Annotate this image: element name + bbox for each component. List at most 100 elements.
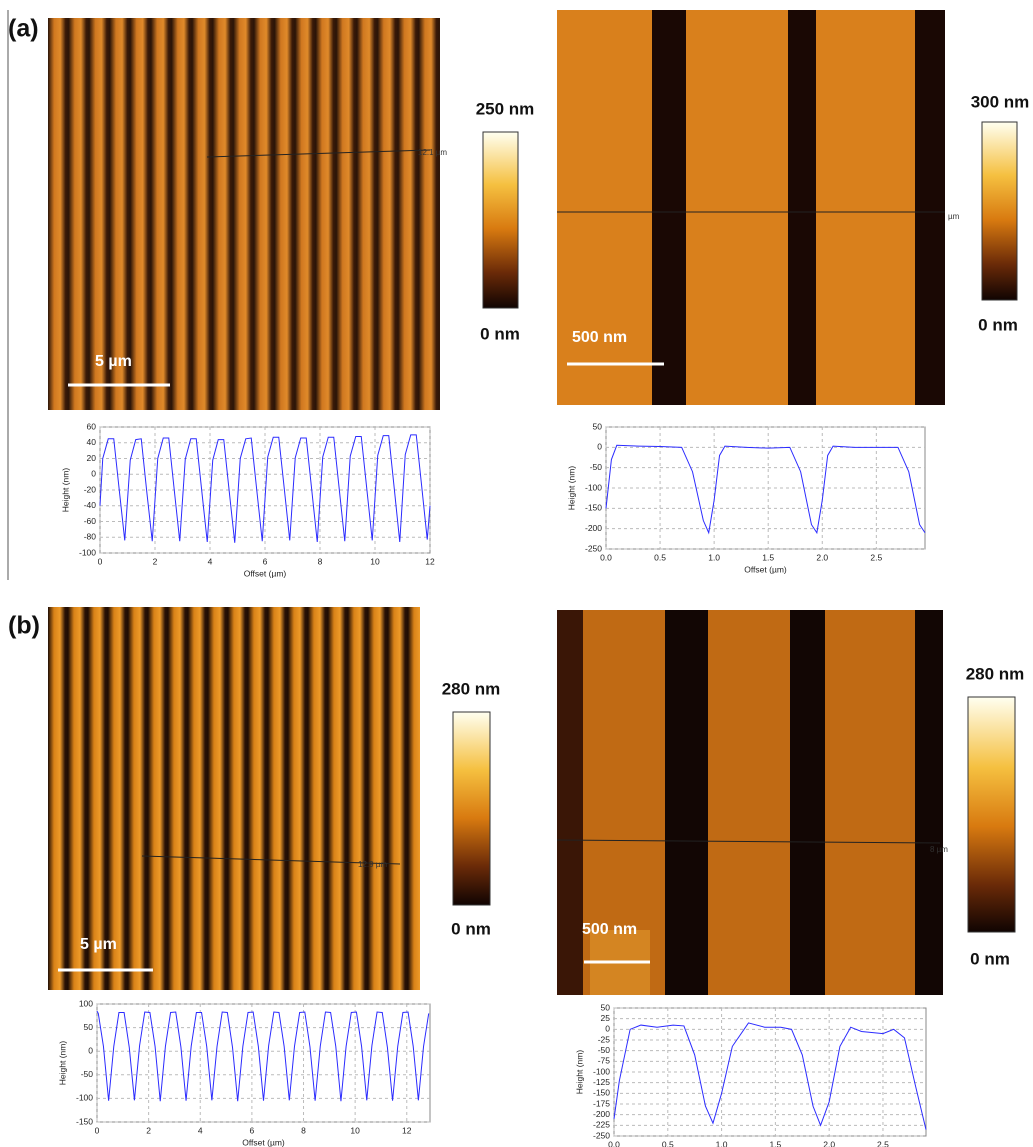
y-tick-label: 0 [88, 1045, 93, 1055]
y-tick-label: -100 [593, 1066, 610, 1076]
x-tick-label: 2 [153, 556, 158, 566]
x-axis-label: Offset (µm) [242, 1137, 285, 1147]
y-tick-label: 25 [601, 1013, 611, 1023]
annotation: 8 µm [930, 845, 948, 854]
afm-stripe [790, 610, 825, 995]
afm-image [48, 607, 420, 990]
x-tick-label: 0.0 [600, 552, 612, 562]
y-tick-label: -50 [590, 462, 603, 472]
scale-label: 500 nm [582, 921, 637, 938]
y-axis-label: Height (nm) [566, 466, 576, 511]
colorbar-max: 280 nm [442, 679, 501, 698]
x-tick-label: 0 [98, 556, 103, 566]
y-tick-label: -100 [79, 547, 96, 557]
y-tick-label: 40 [87, 437, 97, 447]
y-tick-label: -50 [598, 1045, 611, 1055]
y-tick-label: -100 [76, 1093, 93, 1103]
y-tick-label: -50 [81, 1069, 94, 1079]
x-tick-label: 2.0 [816, 552, 828, 562]
profile-line [556, 839, 941, 844]
profile-line [206, 149, 431, 158]
x-axis-label: Offset (µm) [744, 564, 787, 574]
afm-stripe [557, 610, 583, 995]
y-tick-label: -250 [593, 1130, 610, 1140]
y-axis-label: Height (nm) [57, 1041, 67, 1086]
scale-label: 500 nm [572, 329, 627, 346]
y-tick-label: 50 [593, 421, 603, 431]
y-tick-label: -225 [593, 1120, 610, 1130]
x-tick-label: 1.5 [769, 1139, 781, 1147]
profile-curve [613, 1022, 927, 1130]
y-tick-label: -200 [593, 1109, 610, 1119]
colorbar-min: 0 nm [970, 949, 1010, 968]
scale-label: 5 µm [80, 936, 117, 953]
colorbar-min: 0 nm [978, 315, 1018, 334]
scale-label: 5 µm [95, 353, 132, 370]
colorbar-min: 0 nm [480, 324, 520, 343]
y-tick-label: -250 [585, 543, 602, 553]
x-tick-label: 2.0 [823, 1139, 835, 1147]
y-tick-label: 0 [605, 1024, 610, 1034]
colorbar-max: 300 nm [971, 92, 1030, 111]
afm-stripe [665, 610, 708, 995]
annotation: µm [948, 212, 960, 221]
y-tick-label: -25 [598, 1034, 611, 1044]
x-tick-label: 12 [402, 1125, 412, 1135]
y-tick-label: -40 [84, 500, 97, 510]
x-tick-label: 0.0 [608, 1139, 620, 1147]
x-tick-label: 6 [250, 1125, 255, 1135]
panel-label: (a) [8, 15, 39, 43]
y-tick-label: -75 [598, 1056, 611, 1066]
y-tick-label: -150 [593, 1088, 610, 1098]
y-tick-label: -175 [593, 1098, 610, 1108]
y-tick-label: -125 [593, 1077, 610, 1087]
x-axis-label: Offset (µm) [244, 568, 287, 578]
colorbar [482, 131, 519, 309]
x-tick-label: 1.0 [716, 1139, 728, 1147]
y-tick-label: -150 [585, 503, 602, 513]
y-tick-label: 0 [91, 469, 96, 479]
y-tick-label: -60 [84, 516, 97, 526]
x-tick-label: 0.5 [654, 552, 666, 562]
y-tick-label: -100 [585, 482, 602, 492]
x-tick-label: 1.0 [708, 552, 720, 562]
profile-curve [99, 434, 431, 543]
afm-image [48, 18, 440, 410]
x-tick-label: 6 [263, 556, 268, 566]
y-tick-label: 50 [84, 1022, 94, 1032]
panel-label: (b) [8, 612, 40, 640]
x-tick-label: 10 [370, 556, 380, 566]
x-tick-label: 0.5 [662, 1139, 674, 1147]
x-tick-label: 8 [318, 556, 323, 566]
afm-stripe [788, 10, 816, 405]
afm-stripe [652, 10, 686, 405]
afm-image [557, 10, 945, 405]
plot-area [96, 1003, 431, 1123]
y-axis-label: Height (nm) [60, 468, 70, 513]
y-tick-label: 50 [601, 1002, 611, 1012]
y-tick-label: -20 [84, 484, 97, 494]
x-tick-label: 2 [146, 1125, 151, 1135]
colorbar [452, 711, 491, 906]
y-tick-label: 100 [79, 998, 93, 1008]
y-tick-label: -80 [84, 532, 97, 542]
colorbar-max: 280 nm [966, 664, 1025, 683]
x-tick-label: 8 [301, 1125, 306, 1135]
profile-curve [605, 444, 926, 535]
x-tick-label: 1.5 [762, 552, 774, 562]
x-tick-label: 12 [425, 556, 435, 566]
annotation: 12.9 µm [358, 860, 387, 869]
colorbar-max: 250 nm [476, 99, 535, 118]
y-tick-label: -200 [585, 523, 602, 533]
y-tick-label: 60 [87, 421, 97, 431]
x-tick-label: 4 [208, 556, 213, 566]
profile-line [141, 855, 401, 865]
x-tick-label: 10 [350, 1125, 360, 1135]
x-tick-label: 2.5 [877, 1139, 889, 1147]
colorbar [967, 696, 1016, 933]
colorbar-min: 0 nm [451, 919, 491, 938]
y-tick-label: -150 [76, 1116, 93, 1126]
afm-stripe [915, 10, 945, 405]
x-tick-label: 0 [95, 1125, 100, 1135]
